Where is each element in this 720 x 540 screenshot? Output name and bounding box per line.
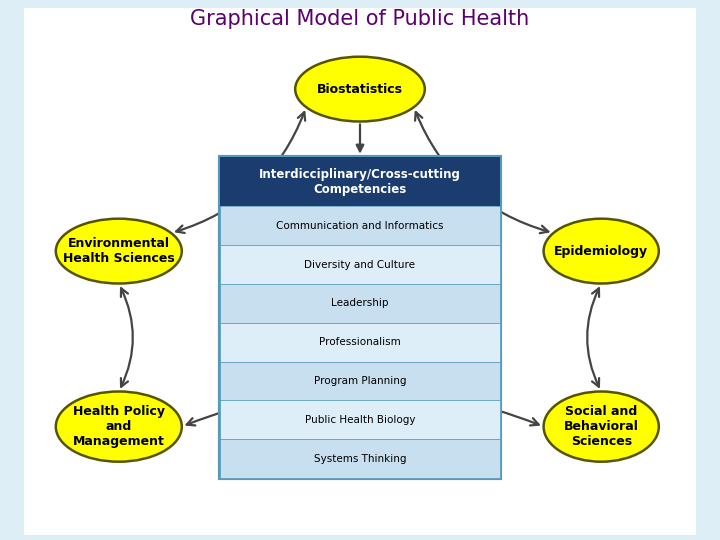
Bar [220, 157, 500, 478]
Text: Environmental
Health Sciences: Environmental Health Sciences [63, 237, 175, 265]
Bar [220, 439, 500, 478]
Bar [220, 284, 500, 323]
Ellipse shape [56, 392, 181, 462]
Text: Systems Thinking: Systems Thinking [314, 454, 406, 463]
FancyBboxPatch shape [24, 8, 696, 535]
Text: Communication and Informatics: Communication and Informatics [276, 221, 444, 231]
Ellipse shape [295, 57, 425, 122]
Bar [220, 245, 500, 284]
Ellipse shape [544, 219, 659, 284]
Bar [220, 206, 500, 245]
Text: Social and
Behavioral
Sciences: Social and Behavioral Sciences [564, 405, 639, 448]
Text: Professionalism: Professionalism [319, 337, 401, 347]
Bar [220, 157, 500, 206]
Bar [220, 362, 500, 400]
Ellipse shape [56, 219, 181, 284]
Text: Health Policy
and
Management: Health Policy and Management [73, 405, 165, 448]
Text: Graphical Model of Public Health: Graphical Model of Public Health [190, 9, 530, 29]
Text: Public Health Biology: Public Health Biology [305, 415, 415, 425]
Text: Interdicciplinary/Cross-cutting
Competencies: Interdicciplinary/Cross-cutting Competen… [259, 167, 461, 195]
Bar [220, 323, 500, 362]
Text: Program Planning: Program Planning [314, 376, 406, 386]
Text: Biostatistics: Biostatistics [317, 83, 403, 96]
Bar [220, 400, 500, 439]
Text: Leadership: Leadership [331, 299, 389, 308]
Ellipse shape [544, 392, 659, 462]
Text: Epidemiology: Epidemiology [554, 245, 648, 258]
Text: Diversity and Culture: Diversity and Culture [305, 260, 415, 269]
